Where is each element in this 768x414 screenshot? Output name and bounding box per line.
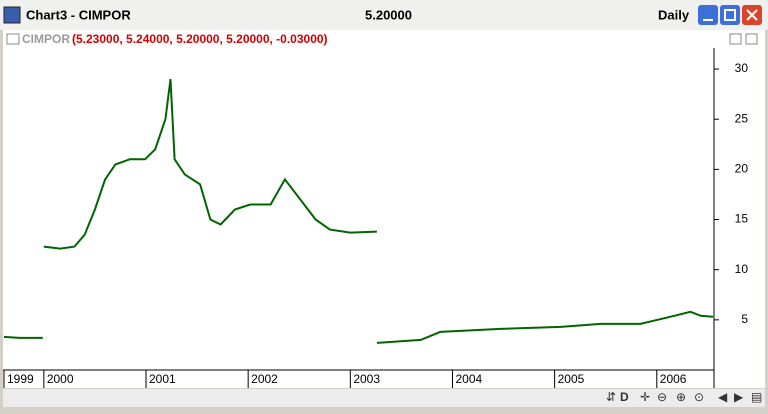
x-tick-label: 2000 [47,372,74,386]
zoom-out-icon[interactable]: ⊖ [657,390,667,404]
price-line [3,78,714,344]
chart-header [3,30,765,48]
y-tick-label: 10 [735,262,749,276]
right-icon[interactable]: ▶ [734,390,744,404]
x-tick-label: 2001 [149,372,176,386]
x-tick-label: 2005 [558,372,585,386]
crosshair-icon[interactable]: ✛ [640,390,650,404]
y-tick-label: 5 [741,312,748,326]
period-icon[interactable]: D [620,390,629,404]
x-tick-label: 2003 [353,372,380,386]
header-icon [6,33,20,45]
y-tick-label: 20 [735,162,749,176]
y-tick-label: 25 [735,111,749,125]
list-icon[interactable]: ▤ [751,390,762,404]
x-tick-label: 2004 [455,372,482,386]
restore-pane[interactable] [729,33,742,45]
app-icon [3,6,21,24]
sync-icon[interactable]: ⇵ [606,390,616,404]
x-tick-label: 1999 [7,372,34,386]
left-icon[interactable]: ◀ [718,390,728,404]
plot: 5 10 15 20 25 30 1999 2000 2001 2002 2003 2004 2005 2… [3,61,749,388]
title-bar [0,0,768,30]
symbol: CIMPOR [22,32,70,46]
minimize-button[interactable] [698,5,718,25]
maximize-button[interactable] [720,5,740,25]
y-tick-label: 15 [735,212,749,226]
fit-icon[interactable]: ⊙ [694,390,704,404]
plot-background [3,48,765,388]
y-tick-label: 30 [735,61,749,75]
zoom-in-icon[interactable]: ⊕ [676,390,686,404]
button-glyphs [703,9,758,21]
toolbar [3,389,765,407]
x-tick-label: 2002 [251,372,278,386]
toolbar-icons: ⇵ D ✛ ⊖ ⊕ ⊙ ◀ ▶ ▤ [606,390,762,404]
x-tick-label: 2006 [660,372,687,386]
window-title: Chart3 - CIMPOR [26,7,131,22]
close-pane[interactable] [745,33,758,45]
quote: (5.23000, 5.24000, 5.20000, 5.20000, -0.… [72,32,328,46]
price: 5.20000 [365,7,412,22]
period: Daily [658,7,690,22]
